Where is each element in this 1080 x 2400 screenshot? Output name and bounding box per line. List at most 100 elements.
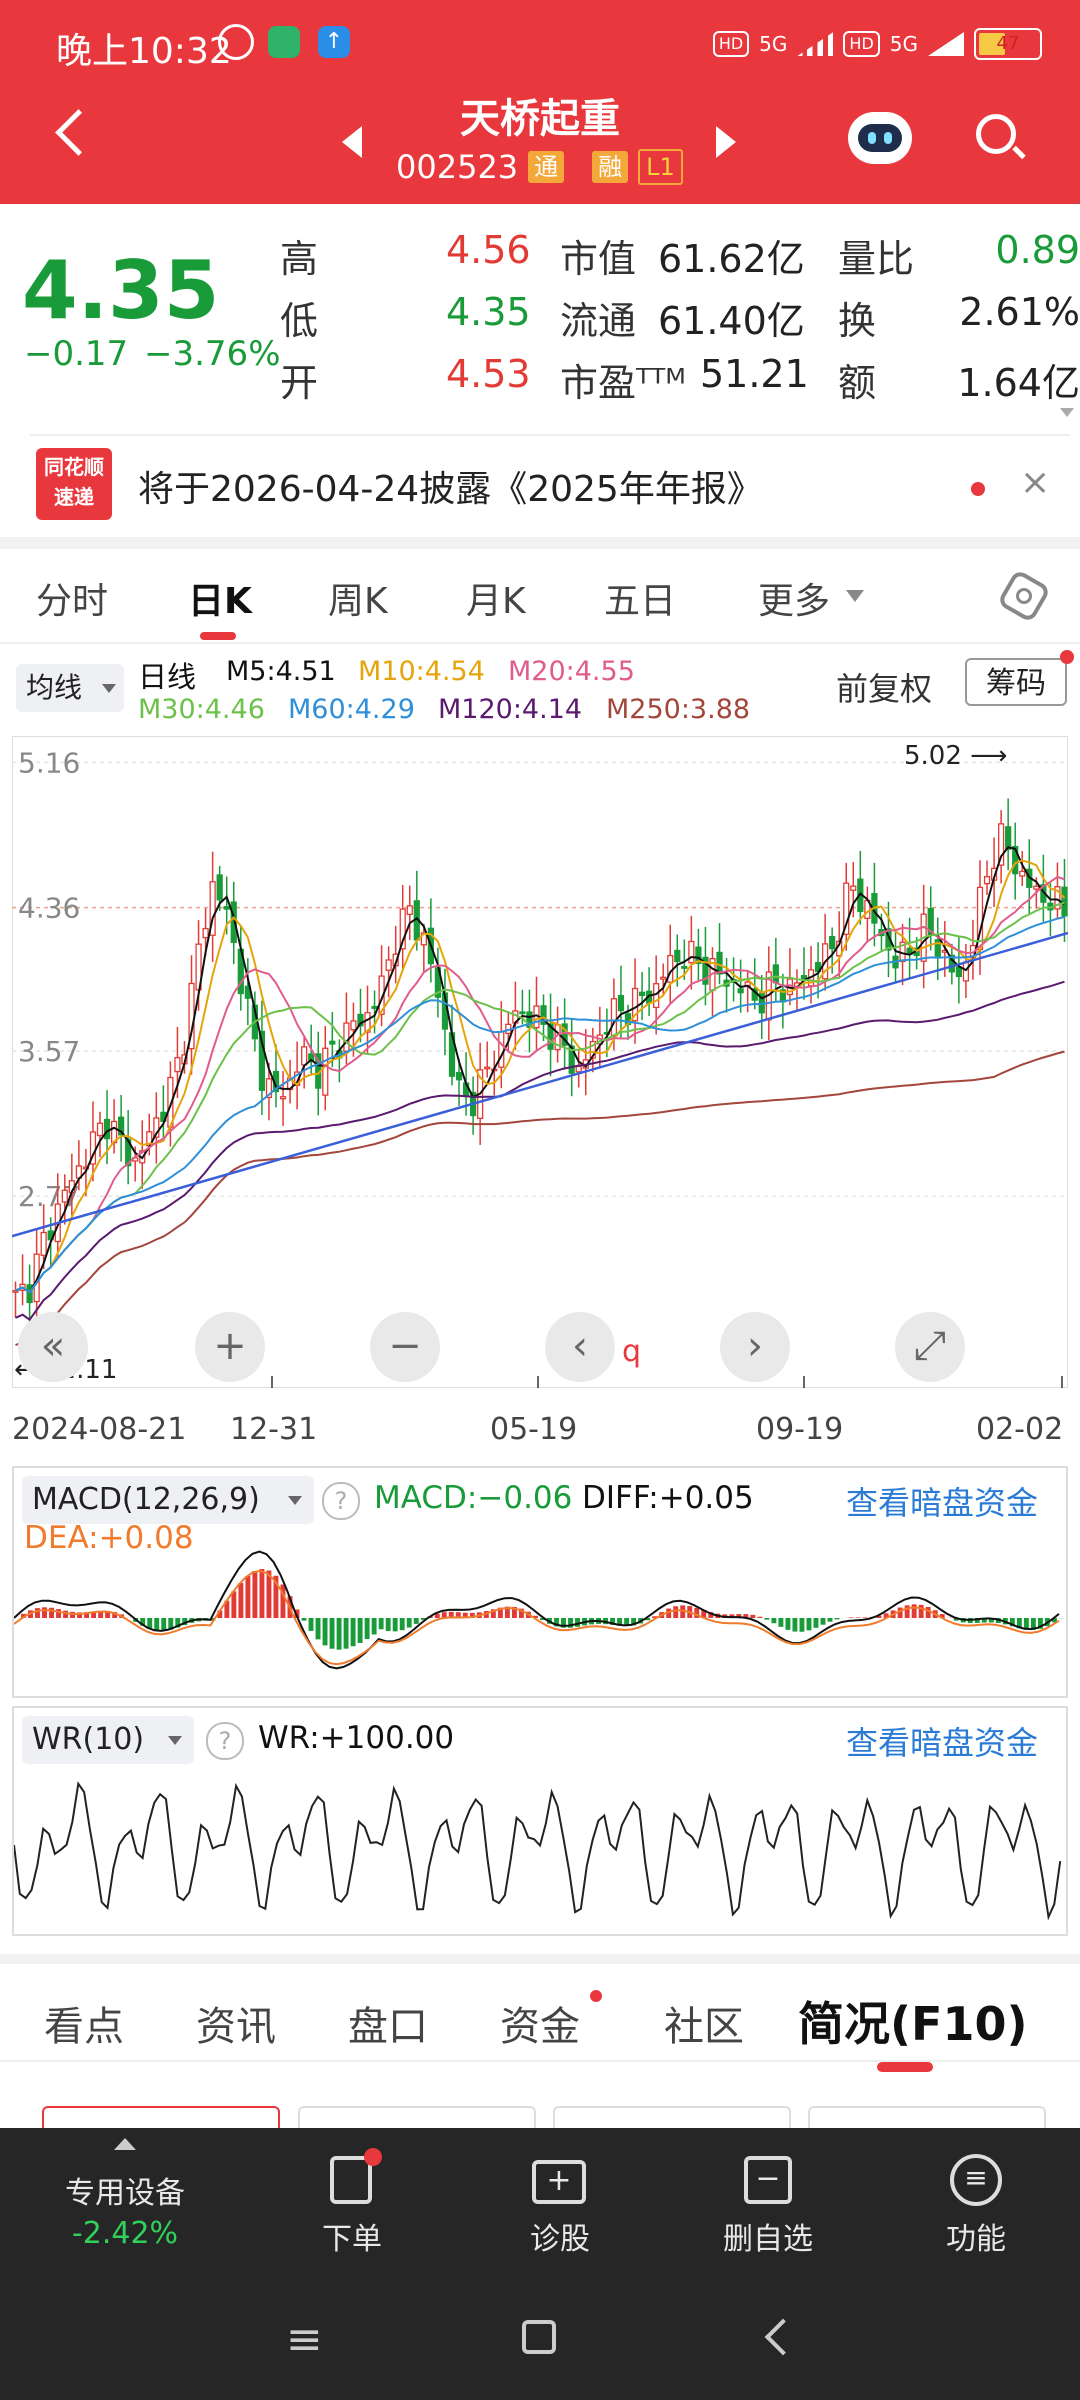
tab-highlights[interactable]: 看点 [44,2004,124,2050]
macd-bar [56,1609,61,1618]
next-stock-icon[interactable] [716,126,736,158]
macd-bar [77,1612,83,1618]
macd-bar [63,1610,69,1618]
candle-body [322,1047,329,1096]
zoom-out-button[interactable]: − [370,1312,440,1382]
content-card[interactable] [553,2106,791,2148]
order-button[interactable]: 下单 [292,2128,412,2278]
fuquan-toggle[interactable]: 前复权 [836,670,933,708]
remove-watchlist-button[interactable]: − 删自选 [708,2128,828,2278]
candle-body [660,976,667,980]
help-icon[interactable]: ? [322,1482,360,1520]
sector-button[interactable]: 专用设备 -2.42% [30,2128,220,2278]
dark-pool-link[interactable]: 查看暗盘资金 [846,1484,1039,1522]
tab-intraday[interactable]: 分时 [36,581,109,622]
macd-bar [806,1618,812,1631]
search-icon[interactable] [976,114,1016,154]
candle-body [850,885,857,891]
macd-bar [511,1606,517,1618]
tab-daily-k[interactable]: 日K [188,581,252,622]
macd-bar [294,1609,300,1618]
menu-icon[interactable]: ≡ [286,2314,323,2365]
candle-body [631,987,639,1022]
macd-bar [308,1618,314,1631]
help-icon[interactable]: ? [206,1722,244,1760]
quote-row: 低 4.35 流通 61.40亿 换 2.61% [280,290,1080,350]
expand-indicator[interactable] [1060,408,1074,417]
macd-bar [42,1607,47,1618]
tab-more[interactable]: 更多 [758,581,831,622]
macd-bar [35,1608,40,1618]
candle-body [279,1096,287,1100]
tab-news[interactable]: 资讯 [196,2004,276,2050]
ma-type-dropdown[interactable]: 均线 [16,664,124,712]
wr-dropdown[interactable]: WR(10) [22,1716,194,1764]
candle-body [547,1023,554,1050]
macd-bar [434,1613,440,1618]
zoom-in-button[interactable]: + [195,1312,265,1382]
content-card[interactable] [808,2106,1046,2148]
tab-five-day[interactable]: 五日 [604,581,677,622]
x-tick-label: 12-31 [230,1412,318,1447]
macd-bar [301,1618,307,1621]
robot-eye [868,132,876,144]
tab-funds[interactable]: 资金 [500,2004,580,2050]
candle-body [498,1031,505,1068]
kline-chart[interactable]: 5.164.363.572.77 5.02 ⟶⟵ 2.11 [12,736,1068,1388]
macd-bar [701,1610,707,1618]
macd-bar [694,1607,700,1618]
candle-body [772,964,779,984]
functions-button[interactable]: ≡ 功能 [916,2128,1036,2278]
tab-monthly-k[interactable]: 月K [466,581,526,622]
dark-pool-link[interactable]: 查看暗盘资金 [846,1724,1039,1762]
trend-line [12,931,1068,1238]
chip-distribution-button[interactable]: 筹码 [965,658,1067,706]
quote-value-open: 4.53 [446,352,531,396]
ma120-value: M120:4.14 [438,694,583,725]
macd-bar [778,1618,784,1627]
back-nav-icon[interactable] [764,2318,802,2356]
macd-bar [266,1570,272,1618]
scroll-right-button[interactable]: › [720,1312,790,1382]
wr-chart [14,1781,1062,1921]
candle-body [737,988,744,994]
candle-body [230,901,237,943]
content-card[interactable] [42,2106,280,2148]
macd-value: MACD:−0.06 [374,1480,573,1516]
tab-f10-overview[interactable]: 简况(F10) [798,1997,1028,2051]
robot-assistant-icon[interactable] [848,112,912,164]
tab-community[interactable]: 社区 [664,2004,744,2050]
macd-bar [1016,1618,1022,1629]
content-card[interactable] [298,2106,536,2148]
quote-row: 高 4.56 市值 61.62亿 量比 0.89 [280,228,1080,288]
diagnose-button[interactable]: + 诊股 [500,2128,620,2278]
diagnose-label: 诊股 [530,2222,590,2257]
close-icon[interactable]: × [1020,462,1051,503]
tab-order-book[interactable]: 盘口 [348,2004,428,2050]
macd-bar [540,1618,545,1621]
network-label-2: 5G [889,32,918,56]
candle-body [96,1122,104,1137]
macd-bar [764,1618,770,1620]
macd-bar [105,1610,111,1618]
hd-badge: HD [712,31,750,57]
macd-bar [112,1612,118,1618]
candle-body [364,1012,371,1033]
macd-bar [792,1618,798,1632]
candle-body [350,1020,357,1031]
quote-label-turnover: 换 [838,299,877,343]
announcement-banner[interactable]: 同花顺 速递 将于2026-04-24披露《2025年年报》 × [0,440,1080,536]
rewind-button[interactable]: « [18,1312,88,1382]
tab-weekly-k[interactable]: 周K [328,581,388,622]
prev-stock-icon[interactable] [342,126,362,158]
ma-line [15,875,1065,1294]
candle-body [610,998,618,1037]
macd-dropdown[interactable]: MACD(12,26,9) [22,1476,314,1524]
fullscreen-button[interactable]: ⤢ [895,1312,965,1382]
home-icon[interactable] [522,2320,556,2354]
macd-bar [631,1618,637,1626]
candle-body [1061,886,1068,917]
scroll-left-button[interactable]: ‹ [545,1312,615,1382]
candle-body [209,881,216,936]
ma-line [15,1050,1065,1349]
